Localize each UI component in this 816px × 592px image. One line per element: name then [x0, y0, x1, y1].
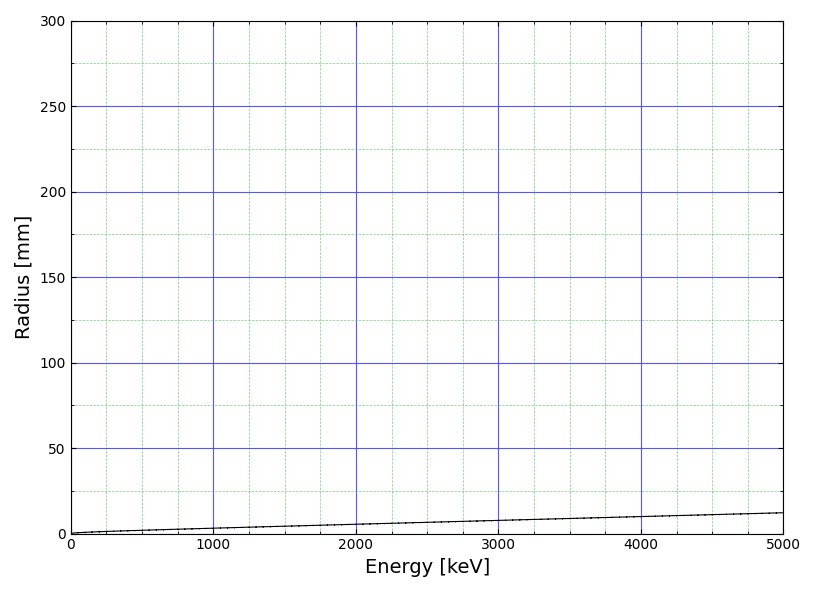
X-axis label: Energy [keV]: Energy [keV]	[365, 558, 490, 577]
Y-axis label: Radius [mm]: Radius [mm]	[15, 215, 34, 339]
